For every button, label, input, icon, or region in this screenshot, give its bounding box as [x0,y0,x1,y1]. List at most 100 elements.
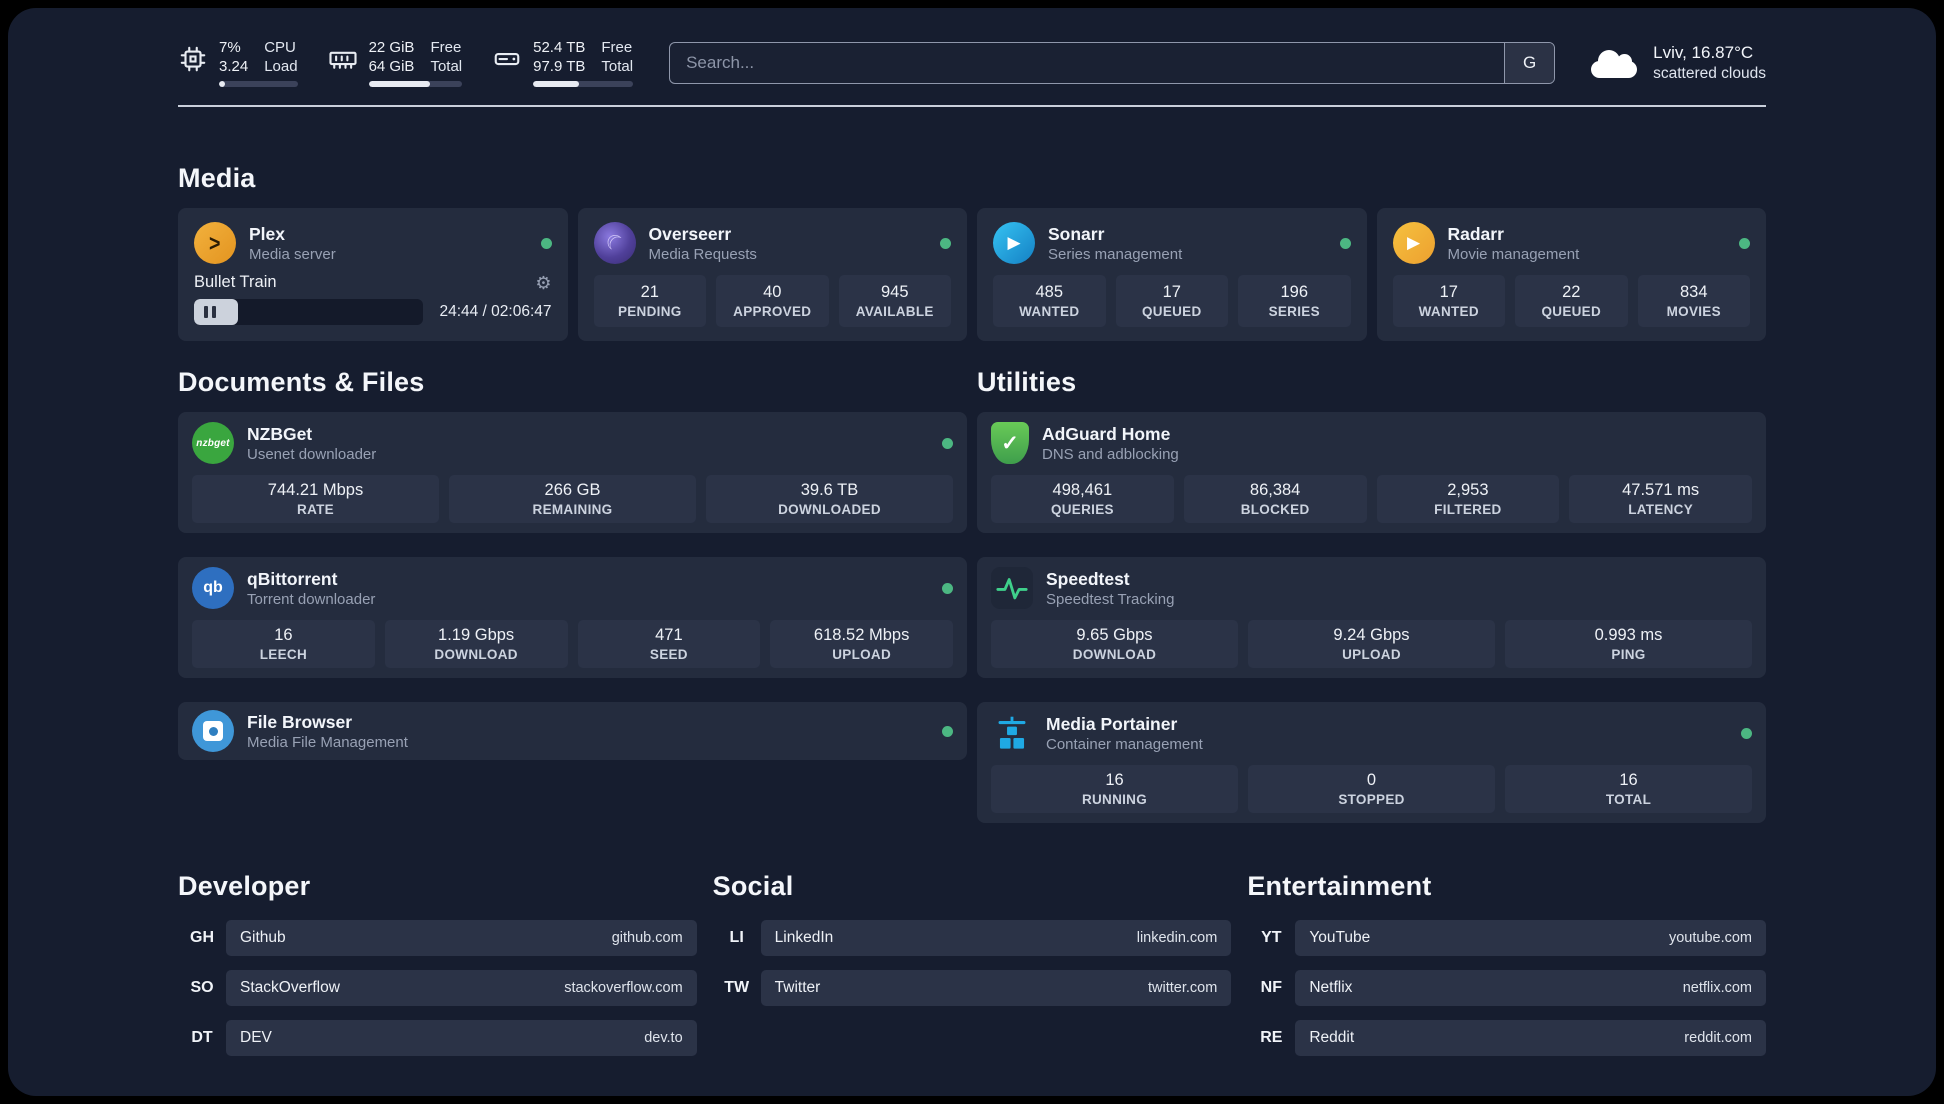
bookmark-name: DEV [240,1029,272,1046]
bookmark-abbr: RE [1260,1029,1283,1046]
app-subtitle: Series management [1048,245,1183,263]
stat-tile: 744.21 Mbps RATE [192,475,439,523]
stat-tile: 2,953 FILTERED [1376,475,1560,523]
storage-total-value: 97.9 TB [533,58,586,75]
cpu-load-label: Load [264,58,298,75]
memory-free-value: 22 GiB [368,39,415,56]
cpu-icon [178,44,208,74]
bookmark-abbr: SO [190,979,214,996]
weather-widget[interactable]: Lviv, 16.87°C scattered clouds [1591,42,1766,84]
stat-tile: 9.65 Gbps DOWNLOAD [991,620,1238,668]
bookmark-name: LinkedIn [774,929,834,946]
playback-progress-bar[interactable] [194,299,424,325]
stat-tile: 16 LEECH [192,620,375,668]
bookmark-name: Twitter [774,979,821,996]
app-subtitle: DNS and adblocking [1042,445,1179,463]
app-subtitle: Movie management [1447,245,1580,263]
memory-meter [368,81,463,87]
speedtest-pulse-icon [991,567,1033,609]
check-icon: ✓ [1001,431,1019,455]
bookmark-abbr: GH [190,929,214,946]
topbar-divider [178,105,1766,107]
bookmark-group-social: Social LI LinkedIn linkedin.com TW Twitt… [713,871,1232,1070]
section-media: Media > Plex Media server [178,163,1766,341]
sonarr-card[interactable]: ▶ Sonarr Series management 485 WANTED [977,208,1367,341]
memory-stat: 22 GiB 64 GiB Free Total [328,38,463,87]
status-dot [1741,727,1752,739]
stat-tile: 9.24 Gbps UPLOAD [1248,620,1495,668]
search-bar[interactable]: G [669,41,1556,84]
status-dot [1339,237,1351,249]
bookmark-reddit[interactable]: RE Reddit reddit.com [1247,1020,1766,1056]
stat-tile: 22 QUEUED [1515,275,1628,327]
entertainment-section-title: Entertainment [1247,871,1432,901]
stat-tile: 1.19 Gbps DOWNLOAD [384,620,568,668]
search-engine-button[interactable]: G [1504,42,1555,83]
status-dot [942,725,953,737]
status-dot [942,437,953,449]
bookmark-linkedin[interactable]: LI LinkedIn linkedin.com [713,920,1232,956]
stat-tile: 498,461 QUERIES [991,475,1174,523]
bookmark-abbr: LI [729,929,744,946]
app-name: Media Portainer [1046,713,1178,734]
bookmark-netflix[interactable]: NF Netflix netflix.com [1247,970,1766,1006]
stat-tile: 945 AVAILABLE [838,275,951,327]
app-name: File Browser [247,711,353,732]
playback-time: 24:44 / 02:06:47 [439,303,552,320]
app-name: Sonarr [1048,223,1105,244]
storage-total-label: Total [601,58,634,75]
qbittorrent-icon: qb [192,567,234,609]
stat-tile: 17 WANTED [1392,275,1505,327]
storage-free-label: Free [601,39,633,56]
bookmark-name: Github [240,929,286,946]
plex-icon: > [194,222,236,264]
speedtest-card[interactable]: Speedtest Speedtest Tracking 9.65 Gbps D… [977,557,1766,678]
bookmark-group-entertainment: Entertainment YT YouTube youtube.com NF … [1247,871,1766,1070]
storage-stat: 52.4 TB 97.9 TB Free Total [492,38,634,87]
stat-tile: 16 RUNNING [991,765,1238,813]
stat-tile: 16 TOTAL [1505,765,1752,813]
storage-free-value: 52.4 TB [533,39,586,56]
bookmark-abbr: YT [1261,929,1282,946]
app-name: Overseerr [648,223,732,244]
social-section-title: Social [712,871,794,901]
bookmark-url: dev.to [644,1030,683,1046]
app-name: AdGuard Home [1042,423,1171,444]
app-subtitle: Usenet downloader [247,445,377,463]
memory-total-label: Total [430,58,463,75]
gear-icon[interactable]: ⚙ [535,272,552,293]
cpu-meter [219,81,298,87]
portainer-card[interactable]: Media Portainer Container management 16 … [977,702,1766,823]
bookmark-url: reddit.com [1684,1030,1752,1046]
filebrowser-card[interactable]: File Browser Media File Management [178,702,967,760]
bookmark-url: github.com [611,930,683,946]
nzbget-card[interactable]: nzbget NZBGet Usenet downloader 744.21 M… [178,412,967,533]
app-name: NZBGet [247,423,313,444]
status-dot [940,237,951,249]
system-stats: 7% 3.24 CPU Load [178,38,634,87]
memory-free-label: Free [430,39,462,56]
status-dot [942,582,953,594]
stat-tile: 266 GB REMAINING [449,475,696,523]
overseerr-icon: ☾ [593,222,636,264]
bookmark-youtube[interactable]: YT YouTube youtube.com [1247,920,1766,956]
weather-location: Lviv, 16.87°C [1653,42,1754,62]
qbittorrent-card[interactable]: qb qBittorrent Torrent downloader 16 [178,557,967,678]
bookmark-stackoverflow[interactable]: SO StackOverflow stackoverflow.com [178,970,697,1006]
bookmark-dev[interactable]: DT DEV dev.to [178,1020,697,1056]
bookmark-twitter[interactable]: TW Twitter twitter.com [713,970,1232,1006]
overseerr-card[interactable]: ☾ Overseerr Media Requests 21 PENDING [577,208,967,341]
nzbget-icon: nzbget [192,422,234,464]
bookmark-url: linkedin.com [1136,930,1218,946]
radarr-card[interactable]: ▶ Radarr Movie management 17 WANTED [1376,208,1766,341]
stat-tile: 0.993 ms PING [1505,620,1752,668]
bookmark-github[interactable]: GH Github github.com [178,920,697,956]
portainer-crane-icon [991,712,1033,754]
cloud-icon [1591,50,1638,78]
plex-card[interactable]: > Plex Media server Bullet Train ⚙ [178,208,568,341]
search-input[interactable] [670,42,1505,83]
adguard-card[interactable]: ✓ AdGuard Home DNS and adblocking 498,46… [977,412,1766,533]
bookmark-name: Reddit [1309,1029,1355,1046]
stat-tile: 40 APPROVED [716,275,829,327]
stat-tile: 0 STOPPED [1248,765,1495,813]
